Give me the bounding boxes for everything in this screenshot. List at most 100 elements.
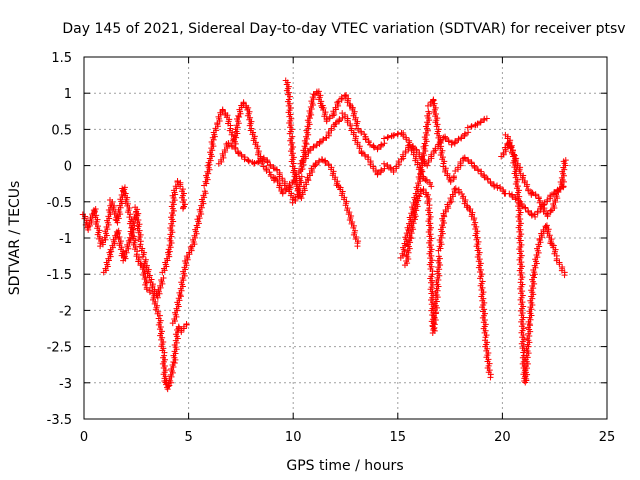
data-point xyxy=(143,286,150,293)
data-point xyxy=(336,116,343,123)
data-point xyxy=(542,223,549,230)
data-point xyxy=(525,187,532,194)
y-tick-label: -0.5 xyxy=(47,196,72,211)
data-point xyxy=(529,189,536,196)
x-axis-label: GPS time / hours xyxy=(286,458,403,474)
y-tick-label: -3.5 xyxy=(47,413,72,428)
data-point xyxy=(153,292,160,299)
y-axis-label: SDTVAR / TECUs xyxy=(7,181,23,296)
chart-title: Day 145 of 2021, Sidereal Day-to-day VTE… xyxy=(62,21,625,37)
x-tick-label: 0 xyxy=(80,430,88,445)
data-point xyxy=(228,143,235,150)
series-trace-g xyxy=(397,96,569,261)
data-point xyxy=(455,189,462,196)
data-point xyxy=(270,165,277,172)
data-point xyxy=(425,108,432,115)
data-point xyxy=(257,153,264,160)
data-point xyxy=(310,143,317,150)
data-point xyxy=(251,160,258,167)
data-point xyxy=(332,119,339,126)
data-point xyxy=(445,138,452,145)
series-trace-a xyxy=(79,184,190,393)
x-tick-label: 20 xyxy=(494,430,511,445)
data-point xyxy=(471,165,478,172)
data-point xyxy=(283,185,290,192)
y-tick-label: 0 xyxy=(64,160,72,175)
data-point xyxy=(286,130,293,137)
data-point xyxy=(177,183,184,190)
data-point xyxy=(335,98,342,105)
data-point xyxy=(245,158,252,165)
data-point xyxy=(201,188,208,195)
data-point xyxy=(290,160,297,167)
data-point xyxy=(406,141,413,148)
data-point xyxy=(323,116,330,123)
data-point xyxy=(381,135,388,142)
data-point xyxy=(371,144,378,151)
data-point xyxy=(334,99,341,106)
y-tick-label: -3 xyxy=(59,377,72,392)
data-point xyxy=(378,141,385,148)
data-point xyxy=(523,183,530,190)
data-point xyxy=(160,274,167,281)
data-point xyxy=(298,173,305,180)
data-point xyxy=(267,162,274,169)
data-point xyxy=(417,187,424,194)
data-point xyxy=(448,141,455,148)
y-tick-label: -2 xyxy=(59,304,72,319)
y-tick-label: -2.5 xyxy=(47,341,72,356)
data-point xyxy=(487,180,494,187)
data-point xyxy=(520,349,527,356)
data-point xyxy=(267,173,274,180)
data-point xyxy=(374,145,381,152)
data-point xyxy=(391,132,398,139)
data-point xyxy=(225,141,232,148)
data-point xyxy=(475,167,482,174)
data-point xyxy=(298,166,305,173)
data-point xyxy=(487,374,494,381)
data-point xyxy=(451,186,458,193)
data-point xyxy=(468,123,475,130)
data-point xyxy=(515,195,522,202)
data-point xyxy=(452,185,459,192)
data-point xyxy=(477,170,484,177)
data-point xyxy=(556,261,563,268)
data-point xyxy=(560,178,567,185)
axis-ticks xyxy=(83,56,608,420)
data-point xyxy=(148,276,155,283)
data-point xyxy=(169,192,176,199)
data-point xyxy=(180,204,187,211)
data-point xyxy=(139,253,146,260)
data-point xyxy=(367,141,374,148)
data-point xyxy=(255,157,262,164)
data-point xyxy=(310,91,317,98)
data-point xyxy=(525,209,532,216)
data-point xyxy=(260,163,267,170)
y-tick-label: -1 xyxy=(59,232,72,247)
data-point xyxy=(355,126,362,133)
data-point xyxy=(384,163,391,170)
data-point xyxy=(384,134,391,141)
y-tick-labels: -3.5 -3 -2.5 -2 -1.5 -1 -0.5 0 0.5 1 1.5 xyxy=(47,51,72,428)
data-point xyxy=(156,312,163,319)
data-point xyxy=(238,152,245,159)
data-point xyxy=(316,138,323,145)
data-points xyxy=(79,77,569,393)
data-point xyxy=(544,210,551,217)
data-point xyxy=(494,182,501,189)
data-point xyxy=(423,178,430,185)
data-point xyxy=(464,124,471,131)
data-point xyxy=(461,155,468,162)
data-point xyxy=(481,174,488,181)
data-point xyxy=(518,276,525,283)
data-point xyxy=(435,253,442,260)
data-point xyxy=(362,136,369,143)
data-point xyxy=(458,134,465,141)
data-point xyxy=(556,185,563,192)
y-tick-label: 1 xyxy=(64,87,72,102)
data-point xyxy=(442,136,449,143)
data-point xyxy=(406,228,413,235)
data-point xyxy=(181,257,188,264)
data-point xyxy=(465,158,472,165)
